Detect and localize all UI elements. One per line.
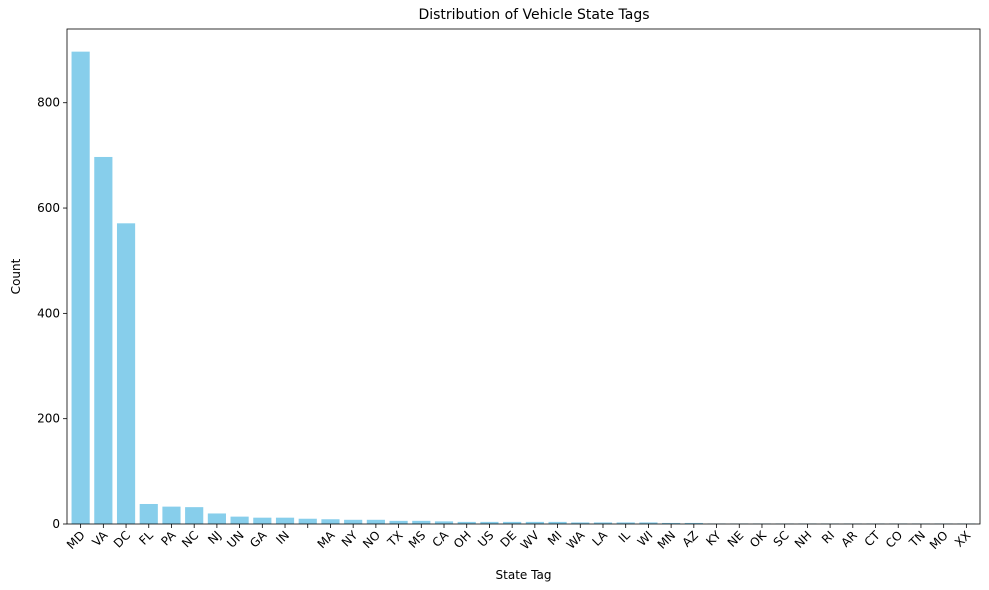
x-tick-label: CT [862, 528, 883, 549]
y-axis-label: Count [9, 258, 23, 294]
x-tick-label: WA [564, 528, 588, 552]
y-tick-label: 800 [37, 96, 60, 110]
y-tick-label: 0 [52, 517, 60, 531]
x-tick-label: MI [545, 528, 565, 548]
bar-NO [366, 519, 385, 524]
x-tick-label: MN [655, 528, 679, 552]
y-tick-label: 600 [37, 201, 60, 215]
bar-OH [457, 521, 476, 524]
x-tick-label: NE [725, 528, 747, 550]
bar-US [480, 521, 499, 524]
x-tick-label: XX [952, 528, 974, 550]
chart-title: Distribution of Vehicle State Tags [418, 7, 649, 23]
x-tick-label: CO [883, 528, 906, 551]
x-tick-label: MD [64, 528, 88, 552]
x-tick-label: OH [451, 528, 474, 551]
x-tick-label: NH [792, 528, 815, 551]
x-tick-label: NJ [205, 528, 224, 547]
bar-MN [662, 522, 681, 524]
x-tick-label: DE [497, 528, 519, 550]
x-tick-label: NC [179, 528, 201, 550]
x-tick-label: AZ [679, 528, 701, 550]
x-tick-label: MA [315, 528, 339, 552]
bar-NJ [207, 513, 226, 524]
x-tick-label: IL [616, 528, 633, 545]
bar-NC [185, 507, 204, 524]
x-tick-label: NO [360, 528, 383, 551]
x-tick-label: IN [273, 528, 292, 547]
bar-IN [275, 517, 295, 524]
x-tick-label: WI [635, 528, 656, 549]
x-tick-label: RI [819, 528, 837, 546]
bar-MS [412, 520, 431, 524]
x-tick-label: TN [906, 528, 928, 550]
bars-group [71, 51, 976, 524]
bar-DC [116, 223, 136, 524]
bar-IL [616, 522, 635, 524]
bar-WI [639, 522, 658, 524]
bar-DE [503, 521, 522, 524]
bar-GA [253, 517, 272, 524]
x-tick-label: WV [518, 528, 543, 553]
bar-FL [139, 503, 158, 524]
bar-blank-10 [298, 518, 317, 524]
bar-TX [389, 520, 408, 524]
x-tick-label: FL [136, 528, 156, 548]
x-tick-label: GA [247, 528, 270, 551]
bar-MI [548, 521, 567, 524]
x-tick-label: US [475, 528, 497, 550]
x-tick-label: CA [429, 528, 451, 550]
y-tick-label: 200 [37, 412, 60, 426]
bar-LA [593, 522, 613, 524]
bar-CA [434, 521, 454, 524]
x-tick-label: AR [838, 528, 860, 550]
x-tick-label: LA [589, 528, 610, 549]
x-tick-label: PA [158, 528, 179, 549]
x-tick-label: KY [703, 528, 724, 549]
bar-AZ [684, 522, 703, 524]
bar-UN [230, 516, 249, 524]
x-tick-label: UN [224, 528, 246, 550]
x-tick-label: VA [89, 528, 111, 550]
x-tick-label: TX [384, 528, 406, 550]
bar-WA [571, 522, 590, 524]
bar-VA [94, 156, 113, 524]
x-tick-label: SC [771, 528, 792, 549]
y-tick-label: 400 [37, 306, 60, 320]
plot-frame [66, 28, 981, 525]
y-axis-ticks: 0 200 400 600 800 [37, 96, 67, 531]
bar-WV [525, 521, 544, 524]
x-axis-label: State Tag [496, 568, 552, 582]
x-tick-label: MS [406, 528, 429, 551]
x-tick-label: OK [747, 527, 770, 550]
bar-PA [162, 506, 181, 524]
x-tick-label: NY [339, 528, 361, 550]
bar-MA [321, 519, 340, 524]
bar-MD [71, 51, 90, 524]
x-axis-ticks: MD VA DC FL PA NC NJ UN GA IN MA NY NO TX MS CA OH US DEWV… [64, 524, 974, 553]
x-tick-label: DC [111, 528, 133, 550]
x-tick-label: MO [927, 528, 951, 552]
bar-NY [344, 519, 363, 524]
